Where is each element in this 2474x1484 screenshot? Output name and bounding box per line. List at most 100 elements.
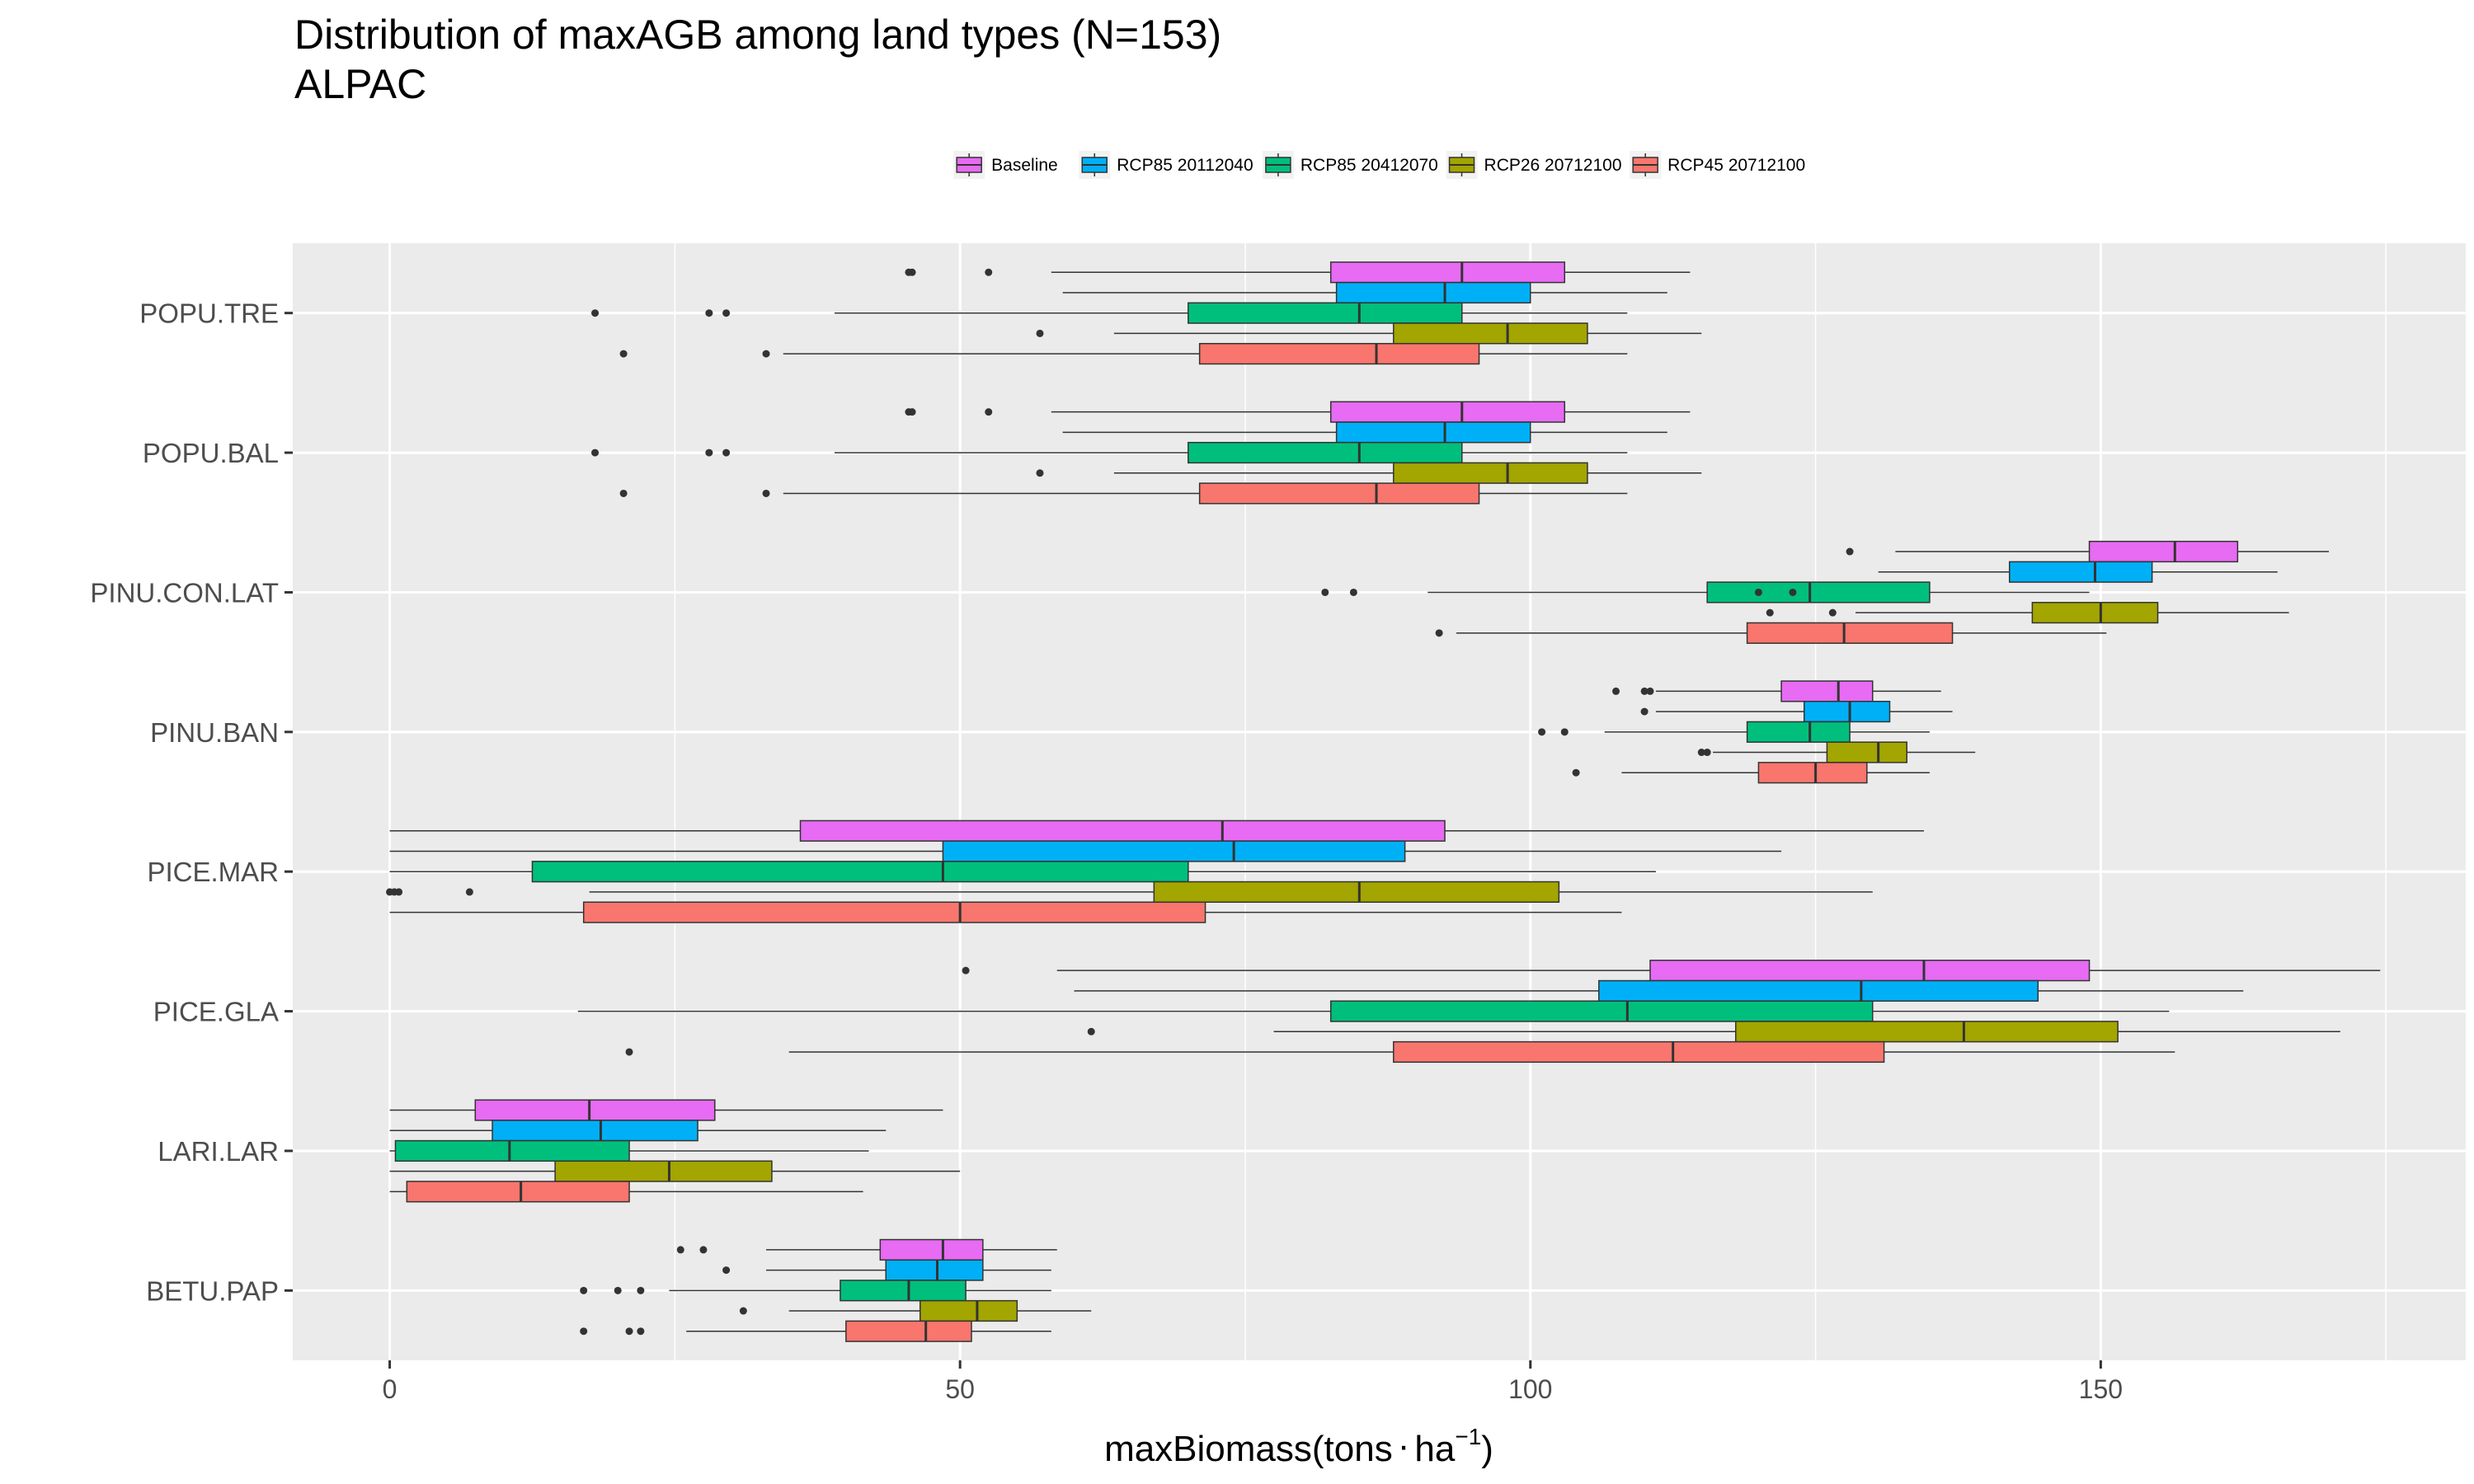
box-iqr	[406, 1181, 630, 1203]
outlier-point	[395, 888, 403, 896]
outlier-point	[1036, 329, 1044, 337]
category-pinu-ban	[1538, 680, 1976, 784]
box-lari-lar-rcp45-20712100	[389, 1181, 863, 1203]
box-pice-gla-rcp85-20112040	[1074, 979, 2244, 1002]
box-iqr	[1329, 261, 1566, 284]
box-popu-bal-rcp85-20112040	[1062, 421, 1667, 444]
box-iqr	[1198, 342, 1480, 365]
box-iqr	[942, 840, 1406, 862]
box-iqr	[1735, 1021, 2119, 1043]
box-pice-mar-rcp85-20412070	[389, 861, 1656, 883]
box-iqr	[1649, 960, 2091, 982]
legend-item-baseline: Baseline	[953, 151, 1058, 179]
box-iqr	[2088, 540, 2239, 563]
x-axis-title-close: )	[1481, 1429, 1493, 1469]
box-popu-bal-rcp26-20712100	[1036, 462, 1702, 484]
box-iqr	[1188, 441, 1463, 464]
outlier-point	[1560, 728, 1569, 736]
box-iqr	[531, 861, 1189, 883]
outlier-point	[1572, 768, 1580, 777]
x-tick-label: 50	[945, 1374, 975, 1404]
box-iqr	[885, 1259, 984, 1281]
title-block: Distribution of maxAGB among land types …	[294, 10, 1221, 109]
outlier-point	[705, 309, 713, 317]
outlier-point	[580, 1327, 588, 1336]
box-lari-lar-rcp26-20712100	[389, 1160, 961, 1182]
box-iqr	[582, 901, 1206, 923]
outlier-point	[699, 1246, 708, 1254]
outlier-point	[762, 350, 770, 358]
y-tick-label-pinu-con-lat: PINU.CON.LAT	[90, 577, 279, 608]
outlier-point	[908, 408, 916, 416]
outlier-point	[908, 268, 916, 276]
box-iqr	[1746, 721, 1851, 743]
box-iqr	[799, 819, 1446, 842]
legend: Baseline RCP85 20112040 RCP85 20412070 RCP2…	[953, 151, 1805, 179]
box-betu-pap-rcp45-20712100	[580, 1320, 1051, 1342]
box-pice-mar-rcp26-20712100	[386, 881, 1873, 903]
box-iqr	[1335, 281, 1531, 304]
box-iqr	[1826, 741, 1907, 763]
box-iqr	[1706, 581, 1931, 603]
x-axis-title-main: maxBiomass(tons	[1104, 1429, 1393, 1469]
outlier-point	[739, 1307, 747, 1315]
outlier-point	[1612, 687, 1620, 695]
box-popu-bal-rcp85-20412070	[591, 441, 1628, 464]
box-pice-gla-rcp26-20712100	[1087, 1021, 2340, 1043]
x-tick-label: 150	[2079, 1374, 2123, 1404]
box-iqr	[1598, 979, 2039, 1002]
legend-label: RCP45 20712100	[1667, 156, 1805, 175]
y-tick-label-pice-mar: PICE.MAR	[147, 857, 279, 887]
outlier-point	[705, 448, 713, 457]
x-axis-title-unit: ha	[1414, 1429, 1455, 1469]
box-iqr	[1329, 401, 1566, 423]
box-iqr	[1803, 701, 1891, 723]
box-iqr	[1335, 421, 1531, 444]
outlier-point	[1828, 608, 1837, 617]
category-pice-gla	[577, 960, 2381, 1064]
outlier-point	[591, 309, 600, 317]
box-iqr	[845, 1320, 972, 1342]
outlier-point	[637, 1327, 645, 1336]
outlier-point	[1349, 588, 1357, 596]
outlier-point	[985, 268, 993, 276]
box-iqr	[554, 1160, 773, 1182]
box-iqr	[1329, 1000, 1874, 1022]
outlier-point	[962, 966, 970, 974]
box-iqr	[920, 1299, 1018, 1322]
outlier-point	[619, 489, 628, 497]
category-pinu-con-lat	[1321, 540, 2330, 644]
box-iqr	[1188, 302, 1463, 324]
outlier-point	[619, 350, 628, 358]
legend-label: RCP85 20112040	[1117, 156, 1253, 175]
box-betu-pap-rcp85-20412070	[580, 1280, 1051, 1302]
legend-label: Baseline	[991, 156, 1058, 175]
category-popu-bal	[591, 401, 1702, 505]
outlier-point	[1640, 707, 1649, 716]
legend-item-rcp85-20412070: RCP85 20412070	[1262, 151, 1438, 179]
box-popu-bal-rcp45-20712100	[619, 482, 1628, 505]
box-popu-bal-baseline	[905, 401, 1691, 423]
box-pinu-ban-rcp85-20112040	[1640, 701, 1953, 723]
chart-title: Distribution of maxAGB among land types …	[294, 12, 1222, 58]
y-axis: POPU.TRE POPU.BAL PINU.CON.LAT PINU.BAN PICE…	[90, 298, 293, 1306]
box-iqr	[474, 1099, 716, 1121]
outlier-point	[722, 309, 731, 317]
outlier-point	[465, 888, 473, 896]
box-popu-tre-rcp45-20712100	[619, 342, 1628, 365]
outlier-point	[722, 1266, 731, 1275]
outlier-point	[614, 1286, 622, 1294]
legend-label: RCP26 20712100	[1484, 156, 1622, 175]
box-pinu-con-lat-rcp45-20712100	[1435, 622, 2107, 644]
outlier-point	[1789, 588, 1797, 596]
box-iqr	[840, 1280, 967, 1302]
outlier-point	[1435, 629, 1443, 637]
outlier-point	[676, 1246, 684, 1254]
box-pice-gla-baseline	[962, 960, 2381, 982]
x-axis: 0 50 100 150	[383, 1360, 2123, 1404]
outlier-point	[985, 408, 993, 416]
box-pice-mar-baseline	[389, 819, 1924, 842]
category-lari-lar	[389, 1099, 961, 1203]
category-pice-mar	[386, 819, 1924, 923]
